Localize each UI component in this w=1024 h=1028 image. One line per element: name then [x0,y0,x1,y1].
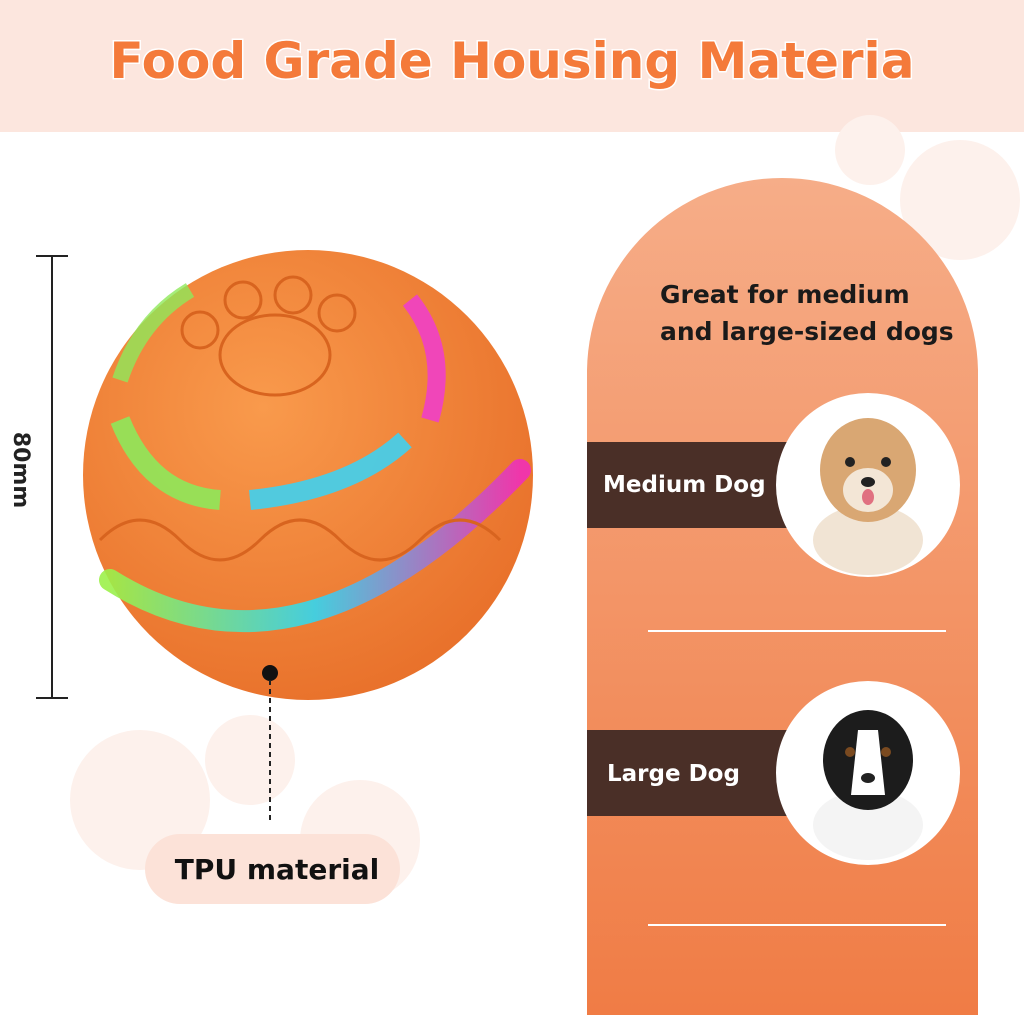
material-label: TPU material [175,853,379,886]
header-band [0,0,1024,132]
dog-illustration [813,418,923,575]
dimension-label: 80mm [8,432,33,508]
size-label: Medium Dog [603,472,766,498]
material-dot [262,665,278,681]
dimension-line [36,255,68,699]
panel-line: Great for medium [660,280,910,309]
label-bar [587,442,792,528]
ball [83,250,533,700]
material-pill [145,834,400,904]
medium-dog-row: Medium Dog [587,393,960,632]
size-label: Large Dog [607,761,740,787]
panel-line: and large-sized dogs [660,317,954,346]
dog-illustration [813,710,923,860]
title: Food Grade Housing Materia [110,32,915,90]
large-dog-row: Large Dog [587,681,960,926]
label-bar [587,730,792,816]
